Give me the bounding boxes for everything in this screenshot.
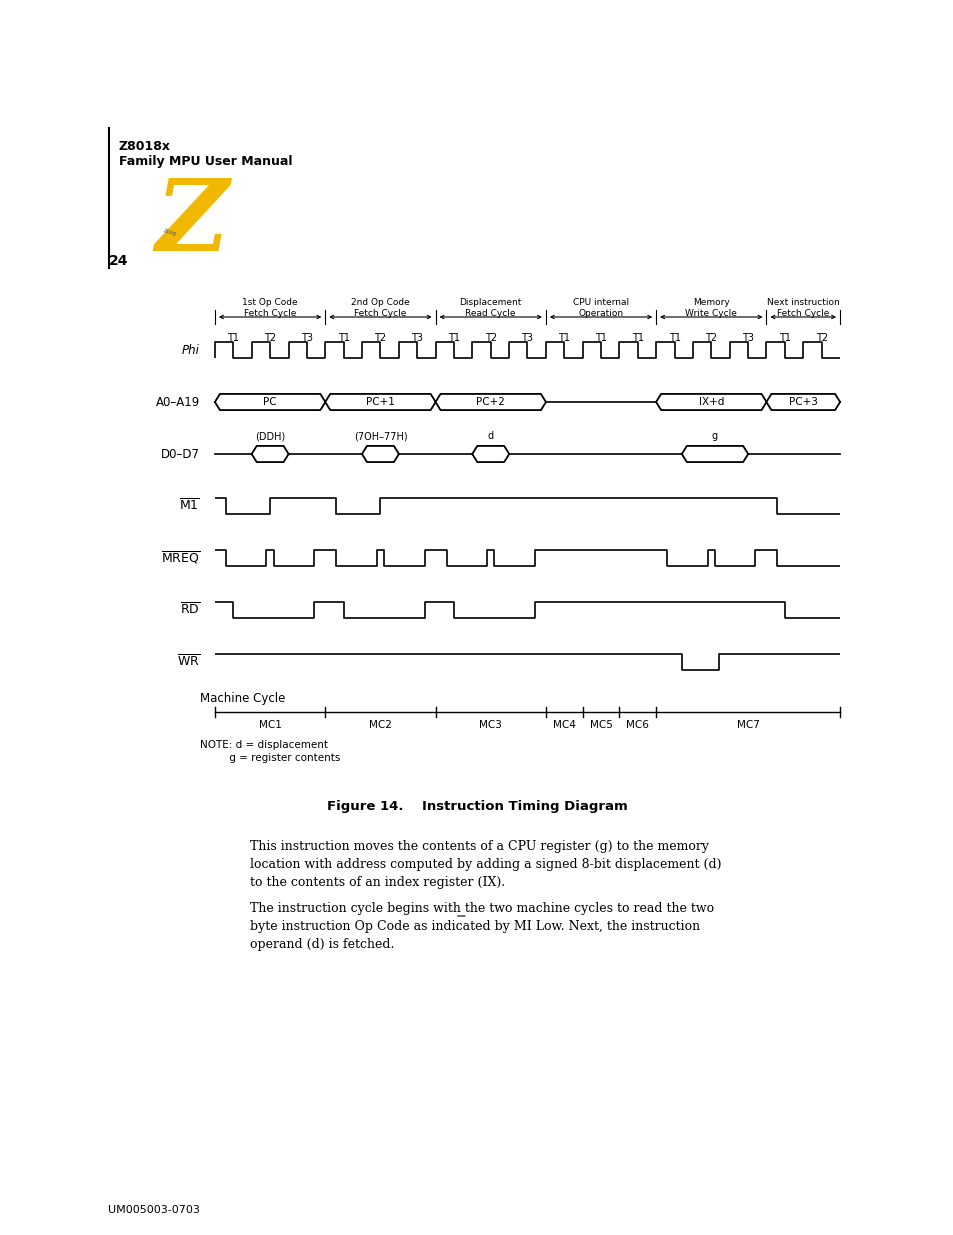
Text: (7OH–77H): (7OH–77H) <box>354 431 407 441</box>
Text: CPU internal
Operation: CPU internal Operation <box>573 298 628 319</box>
Text: A0–A19: A0–A19 <box>155 395 200 409</box>
Text: T1: T1 <box>778 333 790 343</box>
Text: MC7: MC7 <box>736 720 759 730</box>
Text: 2nd Op Code
Fetch Cycle: 2nd Op Code Fetch Cycle <box>351 298 410 319</box>
Text: $\overline{\mathrm{WR}}$: $\overline{\mathrm{WR}}$ <box>176 655 200 669</box>
Text: MC6: MC6 <box>626 720 649 730</box>
Text: d: d <box>487 431 494 441</box>
Text: PC+2: PC+2 <box>476 396 505 408</box>
Text: MC1: MC1 <box>258 720 281 730</box>
Text: PC+3: PC+3 <box>788 396 817 408</box>
Text: T2: T2 <box>484 333 497 343</box>
Text: T2: T2 <box>264 333 276 343</box>
Polygon shape <box>472 446 509 462</box>
Text: T2: T2 <box>374 333 386 343</box>
Text: Next instruction
Fetch Cycle: Next instruction Fetch Cycle <box>766 298 839 319</box>
Text: Family MPU User Manual: Family MPU User Manual <box>119 156 293 168</box>
Text: $\overline{\mathrm{MREQ}}$: $\overline{\mathrm{MREQ}}$ <box>161 550 200 566</box>
Text: PC: PC <box>263 396 276 408</box>
Text: g: g <box>711 431 718 441</box>
Polygon shape <box>681 446 747 462</box>
Text: T1: T1 <box>558 333 570 343</box>
Text: Z: Z <box>154 175 228 272</box>
Polygon shape <box>656 394 765 410</box>
Text: $\overline{\mathrm{M1}}$: $\overline{\mathrm{M1}}$ <box>179 498 200 514</box>
Text: T1: T1 <box>448 333 459 343</box>
Polygon shape <box>765 394 840 410</box>
Text: (DDH): (DDH) <box>254 431 285 441</box>
Text: MC2: MC2 <box>369 720 392 730</box>
Text: This instruction moves the contents of a CPU register (g) to the memory
location: This instruction moves the contents of a… <box>250 840 720 889</box>
Text: T3: T3 <box>741 333 753 343</box>
Polygon shape <box>362 446 398 462</box>
Text: Figure 14.    Instruction Timing Diagram: Figure 14. Instruction Timing Diagram <box>326 800 627 813</box>
Text: D0–D7: D0–D7 <box>161 447 200 461</box>
Text: Zilog: Zilog <box>163 228 177 236</box>
Text: 1st Op Code
Fetch Cycle: 1st Op Code Fetch Cycle <box>242 298 297 319</box>
Text: 24: 24 <box>109 254 129 268</box>
Text: Memory
Write Cycle: Memory Write Cycle <box>684 298 737 319</box>
Text: T1: T1 <box>337 333 350 343</box>
Text: T3: T3 <box>521 333 533 343</box>
Text: NOTE: d = displacement
         g = register contents: NOTE: d = displacement g = register cont… <box>200 740 340 763</box>
Polygon shape <box>436 394 545 410</box>
Text: MC4: MC4 <box>552 720 575 730</box>
Polygon shape <box>214 394 325 410</box>
Text: T2: T2 <box>704 333 717 343</box>
Text: T3: T3 <box>411 333 423 343</box>
Text: MC3: MC3 <box>478 720 501 730</box>
Polygon shape <box>252 446 288 462</box>
Text: Phi: Phi <box>182 343 200 357</box>
Text: T1: T1 <box>631 333 643 343</box>
Text: T3: T3 <box>300 333 313 343</box>
Text: $\overline{\mathrm{RD}}$: $\overline{\mathrm{RD}}$ <box>179 603 200 618</box>
Text: Machine Cycle: Machine Cycle <box>200 692 285 705</box>
Text: PC+1: PC+1 <box>366 396 395 408</box>
Text: MC5: MC5 <box>589 720 612 730</box>
Text: T2: T2 <box>815 333 827 343</box>
Text: Displacement
Read Cycle: Displacement Read Cycle <box>459 298 521 319</box>
Polygon shape <box>325 394 436 410</box>
Text: T1: T1 <box>227 333 239 343</box>
Text: IX+d: IX+d <box>698 396 723 408</box>
Text: UM005003-0703: UM005003-0703 <box>108 1205 200 1215</box>
Text: The instruction cycle begins with the two machine cycles to read the two
byte in: The instruction cycle begins with the tw… <box>250 902 714 951</box>
Text: T1: T1 <box>668 333 679 343</box>
Text: T1: T1 <box>595 333 606 343</box>
Text: Z8018x: Z8018x <box>119 140 171 153</box>
